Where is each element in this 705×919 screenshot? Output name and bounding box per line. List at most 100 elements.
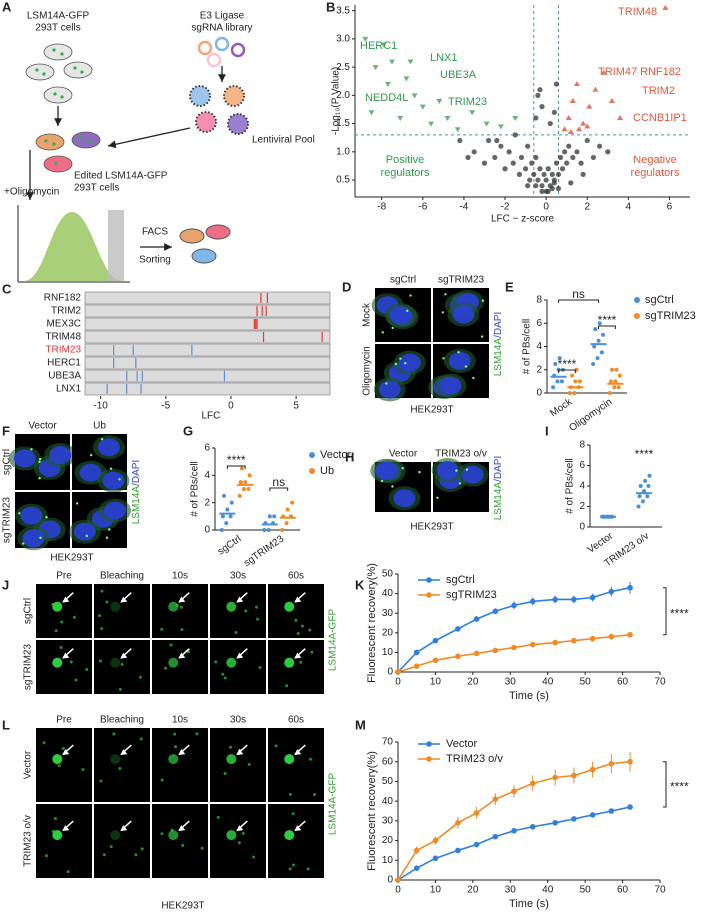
spot bbox=[105, 600, 109, 604]
dot bbox=[597, 321, 602, 326]
x-tick-label: 4 bbox=[626, 202, 632, 213]
x-tick-label: 0 bbox=[228, 401, 234, 412]
column-label: 30s bbox=[230, 715, 246, 726]
spot bbox=[237, 841, 241, 845]
note: regulators bbox=[631, 167, 680, 179]
row-label: sgCtrl bbox=[2, 449, 13, 475]
point bbox=[419, 104, 426, 110]
marker bbox=[455, 820, 461, 826]
point bbox=[527, 177, 533, 183]
point bbox=[562, 149, 568, 155]
x-tick-label: 70 bbox=[654, 885, 666, 896]
marker bbox=[473, 810, 480, 816]
p-body bbox=[381, 331, 384, 334]
p-body bbox=[38, 460, 41, 463]
sort-gate bbox=[108, 210, 124, 281]
pointer-head bbox=[62, 825, 70, 832]
stain-part: /DAPI bbox=[131, 460, 142, 486]
point bbox=[454, 127, 461, 133]
marker bbox=[571, 816, 577, 822]
nucleus bbox=[393, 489, 416, 508]
dot bbox=[577, 379, 582, 384]
spot bbox=[98, 659, 102, 663]
marker bbox=[608, 760, 615, 767]
x-tick-label: 50 bbox=[580, 885, 592, 896]
pointer-head bbox=[62, 652, 70, 659]
spot bbox=[255, 605, 259, 609]
dot bbox=[642, 489, 646, 494]
spot bbox=[308, 628, 312, 632]
column-label: sgTRIM23 bbox=[438, 275, 485, 286]
spot bbox=[81, 768, 85, 772]
point bbox=[525, 183, 531, 189]
legend-swatch bbox=[426, 741, 432, 747]
panel-label: I bbox=[545, 423, 549, 438]
marker bbox=[432, 837, 439, 844]
point bbox=[481, 160, 488, 166]
p-body bbox=[442, 357, 445, 360]
spot bbox=[74, 678, 78, 682]
y-tick-label: 0 bbox=[579, 522, 585, 533]
spot bbox=[99, 779, 103, 783]
pointer-head bbox=[294, 596, 302, 603]
p-body bbox=[418, 470, 421, 474]
panel-label: L bbox=[2, 717, 10, 732]
sig-label: **** bbox=[670, 780, 689, 794]
gene-label: TRIM2 bbox=[642, 85, 675, 97]
dot bbox=[267, 514, 272, 519]
dot bbox=[222, 493, 227, 498]
stain-label: LSM14A/DAPI bbox=[131, 460, 142, 524]
y-tick-label: 6 bbox=[204, 443, 210, 454]
p-body bbox=[391, 485, 394, 488]
gfp-dot bbox=[80, 136, 84, 140]
micrograph bbox=[210, 584, 266, 638]
spot bbox=[229, 745, 233, 749]
micrograph bbox=[152, 728, 208, 802]
marker bbox=[529, 598, 536, 605]
p-body bbox=[409, 294, 412, 297]
gene-label: RNF182 bbox=[640, 66, 681, 78]
panel-label: B bbox=[326, 0, 335, 14]
panel-label: J bbox=[2, 577, 9, 592]
dot bbox=[570, 373, 575, 378]
gene-label: HERC1 bbox=[360, 40, 397, 52]
dot bbox=[280, 528, 285, 532]
spot bbox=[313, 793, 317, 797]
gfp-dot bbox=[80, 70, 84, 74]
point bbox=[485, 137, 492, 144]
nucleus bbox=[436, 461, 459, 480]
spot bbox=[287, 661, 291, 665]
y-tick-label: 50 bbox=[382, 776, 394, 787]
dot bbox=[284, 521, 289, 526]
cell-line: HEK293T bbox=[410, 522, 453, 533]
gfp-dot bbox=[52, 48, 56, 52]
point bbox=[492, 154, 498, 161]
x-axis-label: Time (s) bbox=[509, 898, 549, 910]
y-tick-label: 1.0 bbox=[336, 146, 350, 157]
sorted-cell bbox=[179, 228, 205, 244]
spot bbox=[72, 615, 76, 619]
point bbox=[465, 154, 471, 161]
marker bbox=[529, 641, 536, 648]
marker bbox=[492, 608, 499, 615]
row-label: Oligomycin bbox=[362, 346, 373, 395]
distribution bbox=[24, 212, 122, 281]
spot bbox=[170, 828, 174, 832]
pointer-head bbox=[294, 825, 302, 832]
dot bbox=[247, 473, 252, 478]
edited-label: 293T cells bbox=[74, 183, 119, 194]
p-body bbox=[404, 361, 407, 365]
spot bbox=[51, 829, 55, 833]
library-label: E3 Ligase bbox=[200, 11, 245, 22]
micrograph bbox=[36, 728, 92, 802]
y-tick-label: 0 bbox=[204, 525, 210, 536]
dot bbox=[610, 367, 615, 372]
nucleus bbox=[73, 522, 96, 541]
point bbox=[518, 154, 525, 161]
legend-label: Ub bbox=[320, 465, 334, 477]
pointer-head bbox=[120, 596, 128, 603]
marker bbox=[413, 663, 420, 669]
cell bbox=[43, 43, 73, 61]
column-label: 10s bbox=[172, 571, 188, 582]
x-tick-label: 30 bbox=[505, 885, 517, 896]
